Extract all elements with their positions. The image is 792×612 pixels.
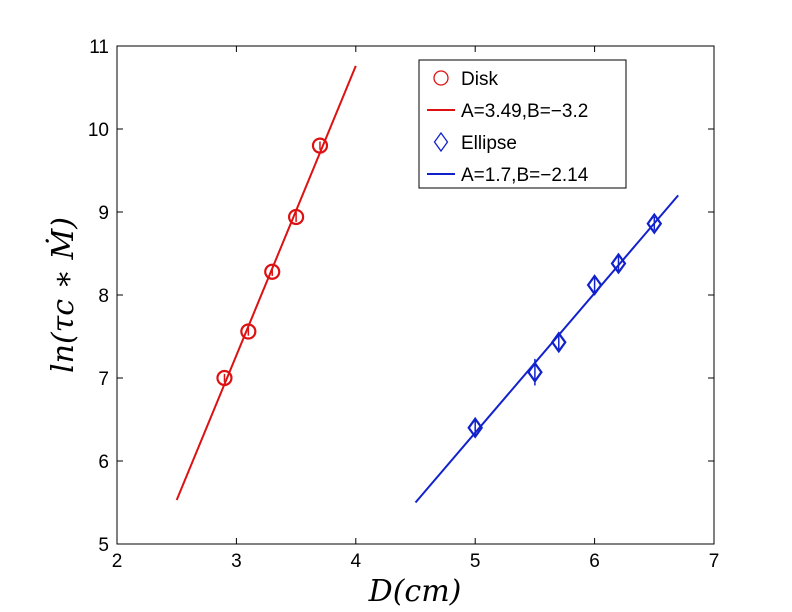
x-tick-label: 7 [709, 551, 720, 572]
y-tick-label: 9 [98, 203, 109, 224]
data-point-circle [264, 263, 281, 280]
data-point-diamond [646, 212, 663, 235]
y-tick-label: 8 [98, 286, 109, 307]
x-tick-label: 2 [112, 551, 123, 572]
y-tick-label: 5 [98, 535, 109, 556]
legend-label: Disk [461, 69, 498, 90]
series-layer [175, 65, 679, 504]
fit-line [175, 65, 357, 501]
x-tick-label: 5 [470, 551, 481, 572]
ticks-layer: 2 3 4 5 6 7 5 6 7 8 9 10 11 [88, 37, 719, 572]
data-point-diamond [467, 416, 484, 439]
y-tick-label: 6 [98, 452, 109, 473]
series-fit-line-3 [414, 194, 679, 504]
x-tick-label: 4 [351, 551, 362, 572]
series-fit-line-1 [175, 65, 357, 501]
x-axis-label: D(cm) [368, 574, 462, 609]
legend-label: A=3.49,B=−3.2 [461, 101, 588, 122]
x-tick-label: 6 [589, 551, 600, 572]
legend-entries: Disk A=3.49,B=−3.2 Ellipse A=1.7,B=−2.14 [427, 69, 589, 186]
y-axis-label: ln(τc ∗ Ṁ) [45, 217, 81, 373]
legend-label: A=1.7,B=−2.14 [461, 165, 589, 186]
fit-line [414, 194, 679, 504]
y-tick-label: 11 [89, 37, 109, 58]
y-tick-label: 7 [98, 369, 109, 390]
legend-label: Ellipse [461, 133, 517, 154]
legend-diamond-symbol [433, 131, 449, 153]
legend-box [418, 59, 627, 189]
legend-circle-symbol [433, 70, 449, 86]
y-tick-label: 10 [88, 120, 109, 141]
x-tick-label: 3 [231, 551, 242, 572]
legend: Disk A=3.49,B=−3.2 Ellipse A=1.7,B=−2.14 [418, 59, 627, 189]
